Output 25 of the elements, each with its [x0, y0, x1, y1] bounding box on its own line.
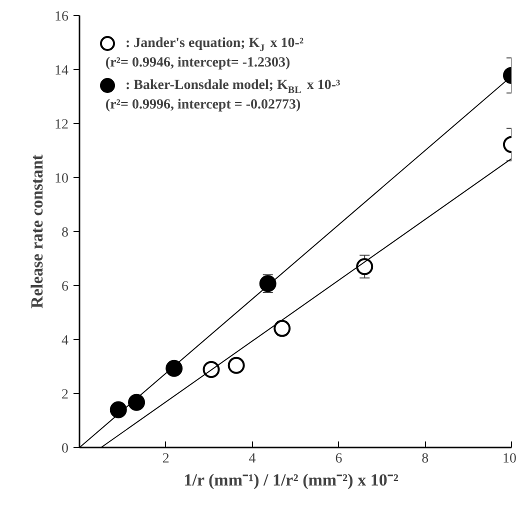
x-tick-label: 6	[335, 452, 342, 466]
x-tick-label: 2	[162, 452, 170, 466]
x-tick-label: 8	[422, 452, 429, 466]
y-axis-title: Release rate constant	[28, 154, 46, 308]
point	[228, 356, 245, 374]
y-tick-label: 2	[62, 388, 68, 402]
annotation: (r²= 0.9996, intercept = -0.02773)	[105, 98, 301, 112]
x-tick-label: 4	[248, 452, 256, 466]
y-tick-label: 10	[54, 172, 68, 186]
y-tick-label: 4	[62, 334, 68, 348]
x-tick-label: 10	[502, 452, 516, 466]
point	[166, 360, 183, 377]
y-tick-label: 12	[54, 118, 68, 132]
y-tick-label: 14	[54, 64, 68, 78]
point	[110, 401, 127, 418]
y-tick-label: 16	[54, 10, 68, 24]
y-tick-label: 8	[62, 226, 68, 240]
point	[202, 360, 220, 378]
x-axis-title: 1/r (mm⁻¹) / 1/r² (mm⁻²) x 10⁻²	[184, 470, 398, 490]
y-tick-label: 6	[62, 280, 68, 294]
annotation: (r²= 0.9946, intercept= -1.2303)	[105, 56, 290, 70]
point	[274, 320, 291, 337]
point	[259, 275, 276, 292]
point	[128, 394, 146, 411]
y-tick-label: 0	[62, 442, 68, 456]
